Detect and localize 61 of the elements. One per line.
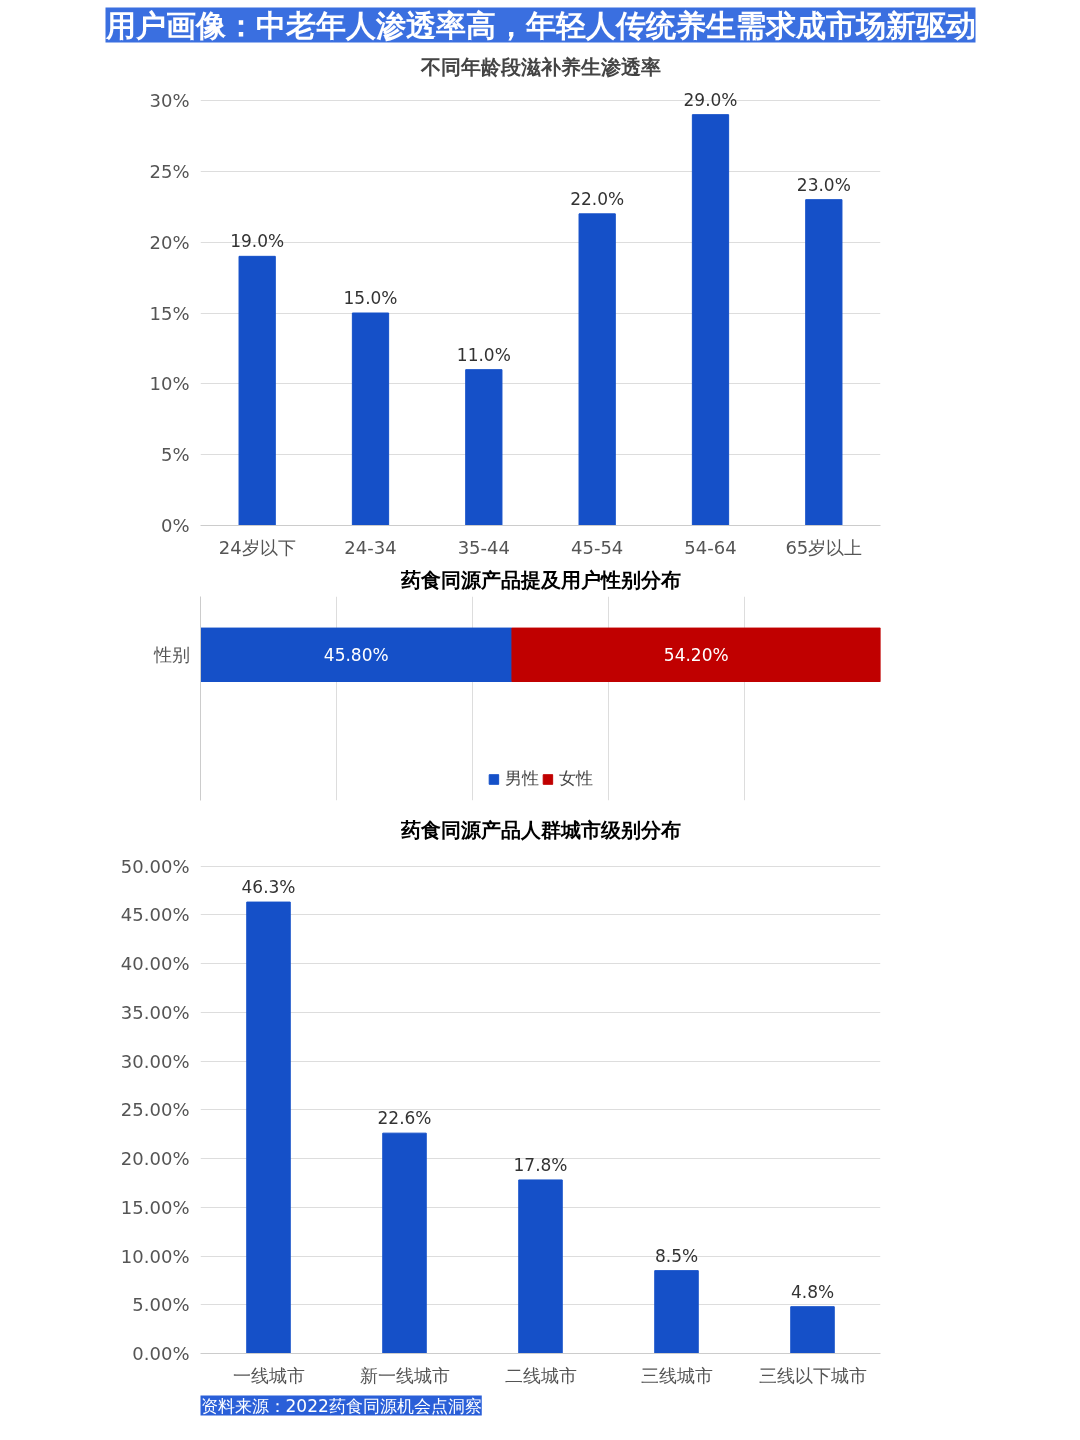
data-label: 11.0% <box>456 344 511 365</box>
x-tick-label: 65岁以上 <box>785 536 863 558</box>
text: 资料来源：2022药食同源机会点洞察 <box>200 1395 482 1416</box>
data-label: 23.0% <box>796 174 851 195</box>
x-tick-label: 24岁以下 <box>218 536 296 558</box>
y-tick-label: 25.00% <box>120 1099 190 1121</box>
legend-label: 女性 <box>558 767 593 790</box>
y-tick-label: 35.00% <box>120 1001 190 1023</box>
bar <box>790 1306 835 1354</box>
y-tick-label: 25% <box>149 160 190 182</box>
data-label: 4.8% <box>790 1281 835 1302</box>
data-label: 8.5% <box>654 1245 699 1266</box>
y-tick-label: 15% <box>149 302 190 324</box>
y-tick-label: 5.00% <box>132 1294 190 1316</box>
y-tick-label: 性别 <box>152 644 190 666</box>
chart-title: 药食同源产品人群城市级别分布 <box>399 817 681 842</box>
bar <box>246 901 291 1354</box>
data-label: 22.6% <box>377 1108 432 1129</box>
x-tick-label: 二线城市 <box>504 1364 577 1386</box>
bar <box>465 369 503 526</box>
y-tick-label: 10% <box>149 373 190 395</box>
y-tick-label: 20.00% <box>120 1148 190 1169</box>
data-label: 45.80% <box>323 644 389 665</box>
chart-subtitle: 不同年龄段滋补养生渗透率 <box>419 54 661 79</box>
y-tick-label: 40.00% <box>120 953 190 974</box>
y-tick-label: 30% <box>149 90 190 111</box>
x-tick-label: 一线城市 <box>232 1364 305 1386</box>
data-label: 54.20% <box>663 644 729 665</box>
x-tick-label: 24-34 <box>344 536 397 558</box>
data-label: 19.0% <box>230 231 285 252</box>
y-tick-label: 50.00% <box>120 855 190 877</box>
y-tick-label: 30.00% <box>120 1050 190 1072</box>
chart-title: 用户画像：中老年人渗透率高，年轻人传统养生需求成市场新驱动 <box>104 7 976 43</box>
x-tick-label: 45-54 <box>571 536 624 558</box>
x-tick-label: 54-64 <box>684 536 737 558</box>
bar <box>238 255 276 526</box>
y-tick-label: 0.00% <box>132 1343 190 1364</box>
bar <box>654 1270 699 1354</box>
bar <box>691 114 730 526</box>
y-tick-label: 10.00% <box>120 1245 190 1267</box>
bar <box>518 1179 563 1354</box>
bar <box>382 1132 427 1354</box>
data-label: 46.3% <box>241 877 296 898</box>
x-tick-label: 三线城市 <box>640 1364 713 1386</box>
legend-label: 男性 <box>504 767 539 790</box>
bar <box>805 199 843 526</box>
data-label: 15.0% <box>343 288 398 308</box>
chart-title: 药食同源产品提及用户性别分布 <box>399 567 681 592</box>
y-tick-label: 15.00% <box>120 1196 190 1218</box>
bar <box>351 312 390 526</box>
data-label: 22.0% <box>570 188 625 209</box>
data-label: 29.0% <box>683 89 738 110</box>
x-tick-label: 35-44 <box>457 536 510 558</box>
data-label: 17.8% <box>513 1154 568 1175</box>
x-tick-label: 新一线城市 <box>359 1364 450 1386</box>
y-tick-label: 5% <box>160 444 190 466</box>
y-tick-label: 20% <box>149 231 190 253</box>
bar <box>578 213 616 526</box>
y-tick-label: 45.00% <box>120 904 190 926</box>
x-tick-label: 三线以下城市 <box>758 1364 867 1386</box>
y-tick-label: 0% <box>160 515 190 536</box>
